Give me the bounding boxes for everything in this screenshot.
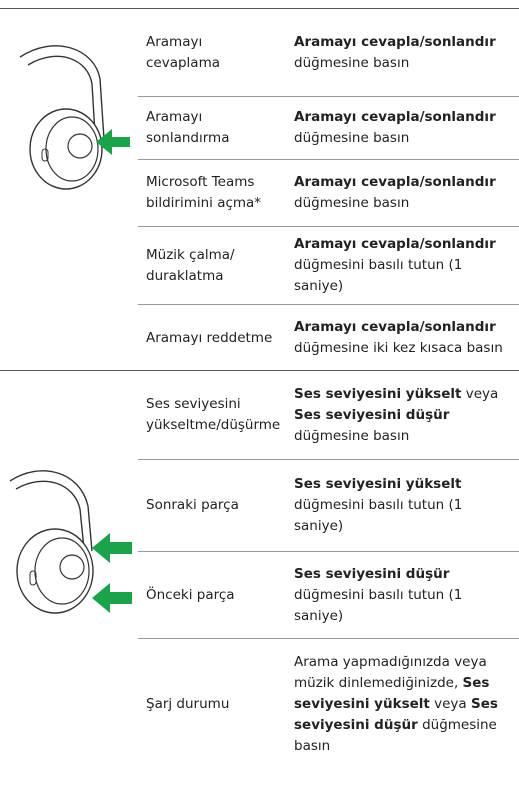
headset-illustration [9, 470, 132, 614]
button-group: Aramayı cevaplama Aramayı cevapla/sonland… [0, 8, 519, 371]
button-name: Ses seviyesini düşür [294, 565, 450, 582]
button-name: Aramayı cevapla/sonlandır [294, 236, 496, 252]
instruction-text: düğmesine basın [294, 717, 497, 754]
instruction-text: düğmesine basın [294, 54, 410, 71]
action-label: Aramayı cevaplama [146, 33, 221, 71]
instruction: Aramayı cevapla/sonlandır düğmesine basın [288, 32, 508, 74]
action-label: Müzik çalma/ duraklatma [146, 246, 235, 284]
instruction: Aramayı cevapla/sonlandır düğmesini basıl… [288, 234, 508, 297]
instruction: Ses seviyesini yükselt veya Ses seviyesini… [288, 384, 508, 447]
action-label: Önceki parça [146, 586, 235, 603]
instruction-text: veya [434, 696, 467, 712]
instruction-text: düğmesini basılı tutun (1 saniye) [294, 586, 463, 624]
button-name: Ses seviyesini düşür [294, 696, 498, 733]
instruction: Ses seviyesini yükselt düğmesini basılı t… [288, 474, 508, 537]
instruction-text: veya [465, 385, 499, 402]
instruction-text: düğmesine iki kez kısaca basın [294, 340, 503, 356]
table-row: Aramayı reddetme Aramayı cevapla/sonlandı… [138, 304, 519, 371]
button-name: Ses seviyesini yükselt [294, 385, 462, 402]
table-row: Ses seviyesini yükseltme/düşürme Ses sevi… [138, 371, 519, 459]
action-label: Aramayı reddetme [146, 329, 273, 346]
instruction: Aramayı cevapla/sonlandır düğmesine basın [288, 107, 508, 149]
instruction-text: düğmesini basılı tutun (1 saniye) [294, 497, 463, 534]
instruction: Ses seviyesini düşür düğmesini basılı tut… [288, 564, 508, 627]
instruction: Aramayı cevapla/sonlandır düğmesine iki k… [288, 317, 508, 359]
instruction-text: düğmesine basın [294, 427, 410, 444]
table-row: Sonraki parça Ses seviyesini yükselt düğme… [138, 459, 519, 551]
action-label: Aramayı sonlandırma [146, 109, 230, 146]
button-name: Aramayı cevapla/sonlandır [294, 33, 496, 50]
table-row: Müzik çalma/ duraklatma Aramayı cevapla/s… [138, 226, 519, 304]
action-label: Şarj durumu [146, 696, 230, 712]
instruction-text: düğmesini basılı tutun (1 saniye) [294, 257, 463, 294]
button-name: Ses seviyesini yükselt [294, 476, 462, 492]
button-name: Aramayı cevapla/sonlandır [294, 319, 496, 335]
action-label: Microsoft Teams bildirimini açma* [146, 174, 262, 211]
headset-illustration [19, 45, 130, 190]
table-row: Şarj durumu Arama yapmadığınızda veya müz… [138, 638, 519, 770]
button-name: Aramayı cevapla/sonlandır [294, 174, 496, 190]
instruction: Arama yapmadığınızda veya müzik dinlemed… [288, 652, 508, 757]
table-row: Önceki parça Ses seviyesini düşür düğmesin… [138, 551, 519, 638]
table-row: Aramayı sonlandırma Aramayı cevapla/sonla… [138, 96, 519, 159]
instruction-text: düğmesine basın [294, 130, 410, 146]
instruction-text: düğmesine basın [294, 195, 410, 211]
table-row: Aramayı cevaplama Aramayı cevapla/sonland… [138, 9, 519, 96]
action-label: Ses seviyesini yükseltme/düşürme [146, 396, 281, 433]
button-name: Ses seviyesini yükselt [294, 675, 490, 712]
table-row: Microsoft Teams bildirimini açma* Aramayı… [138, 159, 519, 226]
instruction-text: Arama yapmadığınızda veya müzik dinlemed… [294, 654, 487, 691]
button-group: Ses seviyesini yükseltme/düşürme Ses sevi… [0, 370, 519, 790]
button-name: Aramayı cevapla/sonlandır [294, 109, 496, 125]
button-name: Ses seviyesini düşür [294, 406, 450, 423]
instruction: Aramayı cevapla/sonlandır düğmesine basın [288, 172, 508, 214]
action-label: Sonraki parça [146, 497, 239, 513]
